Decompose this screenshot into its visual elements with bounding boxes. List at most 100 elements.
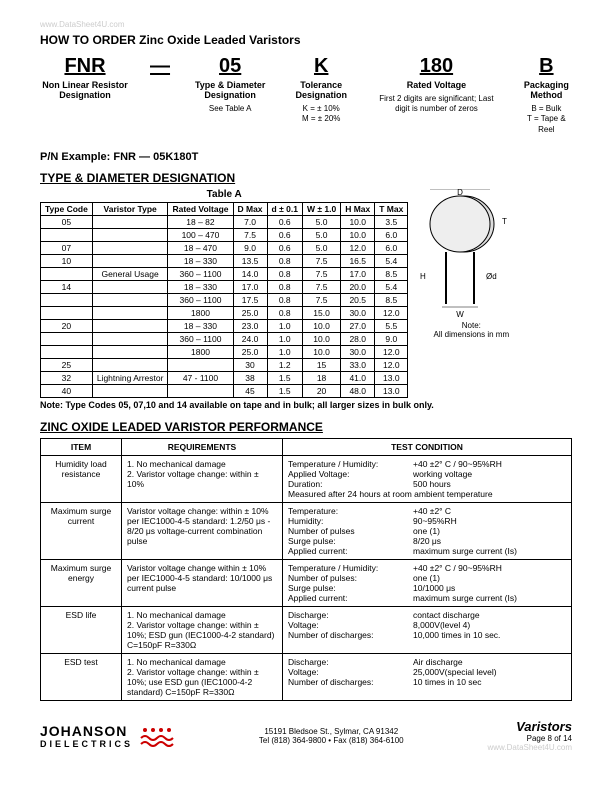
tc-line: Measured after 24 hours at room ambient … [288, 489, 566, 499]
tc-label: Temperature / Humidity: [288, 459, 413, 469]
tc-value: 25,000V(special level) [413, 667, 497, 677]
table-cell: 6.0 [375, 229, 408, 242]
type-codes-note: Note: Type Codes 05, 07,10 and 14 availa… [40, 400, 572, 410]
table-cell: 41.0 [341, 372, 375, 385]
table-cell: 7.5 [302, 255, 340, 268]
tc-value: 10,000 times in 10 sec. [413, 630, 500, 640]
table-a-header: Varistor Type [92, 203, 168, 216]
table-row: 360 – 110024.01.010.028.09.0 [41, 333, 408, 346]
tc-label: Surge pulse: [288, 583, 413, 593]
table-cell: 8.5 [375, 294, 408, 307]
table-cell: 7.5 [302, 281, 340, 294]
table-cell: 1.5 [267, 385, 302, 398]
table-cell: 0.8 [267, 268, 302, 281]
table-a-header: d ± 0.1 [267, 203, 302, 216]
table-cell [92, 346, 168, 359]
tc-value: +40 ±2° C / 90~95%RH [413, 459, 502, 469]
page-footer: JOHANSON DIELECTRICS 15191 Bledsoe St., … [40, 719, 572, 752]
tc-value: +40 ±2° C / 90~95%RH [413, 563, 502, 573]
svg-text:T: T [502, 217, 507, 226]
order-label: Rated Voltage [372, 80, 501, 90]
performance-table: ITEMREQUIREMENTSTEST CONDITIONHumidity l… [40, 438, 572, 701]
table-cell: 13.0 [375, 372, 408, 385]
table-row: Maximum surge currentVaristor voltage ch… [41, 503, 572, 560]
perf-item: Maximum surge energy [41, 560, 122, 607]
table-cell: 360 – 1100 [168, 333, 233, 346]
table-cell: 14 [41, 281, 93, 294]
order-column: — [150, 55, 170, 135]
table-cell: 5.0 [302, 229, 340, 242]
tc-value: working voltage [413, 469, 472, 479]
diagram-note-1: Note: [416, 321, 526, 330]
order-code: K [290, 55, 352, 78]
table-a-title: Table A [40, 189, 408, 200]
table-cell: 15.0 [302, 307, 340, 320]
tc-value: one (1) [413, 526, 440, 536]
perf-header: REQUIREMENTS [122, 439, 283, 456]
table-cell: 3.5 [375, 216, 408, 229]
tc-value: maximum surge current (Is) [413, 593, 517, 603]
perf-test-condition: Temperature / Humidity:+40 ±2° C / 90~95… [283, 560, 572, 607]
tc-label: Temperature: [288, 506, 413, 516]
table-cell [92, 242, 168, 255]
perf-header: TEST CONDITION [283, 439, 572, 456]
svg-text:H: H [420, 272, 426, 281]
table-cell [41, 346, 93, 359]
table-cell: 1.5 [267, 372, 302, 385]
footer-category: Varistors [488, 719, 572, 734]
perf-requirements: Varistor voltage change within ± 10% per… [122, 560, 283, 607]
table-cell: 27.0 [341, 320, 375, 333]
table-cell: 0.8 [267, 281, 302, 294]
table-row: General Usage360 – 110014.00.87.517.08.5 [41, 268, 408, 281]
table-cell: 17.0 [341, 268, 375, 281]
tc-value: maximum surge current (Is) [413, 546, 517, 556]
table-cell: 0.6 [267, 229, 302, 242]
perf-requirements: 1. No mechanical damage 2. Varistor volt… [122, 607, 283, 654]
table-cell [92, 359, 168, 372]
page-title: HOW TO ORDER Zinc Oxide Leaded Varistors [40, 33, 572, 47]
svg-text:Ød: Ød [486, 272, 497, 281]
tc-value: +40 ±2° C [413, 506, 451, 516]
order-desc: K = ± 10% M = ± 20% [290, 104, 352, 125]
perf-item: ESD test [41, 654, 122, 701]
table-cell: 7.5 [233, 229, 267, 242]
order-column: KTolerance DesignationK = ± 10% M = ± 20… [290, 55, 352, 135]
logo-main: JOHANSON [40, 723, 133, 739]
table-cell: 24.0 [233, 333, 267, 346]
table-row: 360 – 110017.50.87.520.58.5 [41, 294, 408, 307]
table-row: 25301.21533.012.0 [41, 359, 408, 372]
table-cell: 1800 [168, 346, 233, 359]
table-cell: 45 [233, 385, 267, 398]
table-a-header: T Max [375, 203, 408, 216]
order-code: — [150, 55, 170, 78]
table-row: 32Lightning Arrestor47 - 1100381.51841.0… [41, 372, 408, 385]
tc-line: Number of discharges:10,000 times in 10 … [288, 630, 566, 640]
table-cell: 10.0 [302, 346, 340, 359]
order-label: Non Linear Resistor Designation [40, 80, 130, 100]
svg-text:D: D [457, 189, 463, 197]
order-label: Packaging Method [521, 80, 572, 100]
dimension-diagram: D T H Ød W Note: All dimensions in mm [416, 189, 526, 339]
table-row: 180025.00.815.030.012.0 [41, 307, 408, 320]
table-cell: 23.0 [233, 320, 267, 333]
logo-sub: DIELECTRICS [40, 739, 133, 749]
watermark-top: www.DataSheet4U.com [40, 20, 572, 29]
tc-label: Humidity: [288, 516, 413, 526]
table-cell [168, 359, 233, 372]
tc-value: contact discharge [413, 610, 480, 620]
table-row: 1018 – 33013.50.87.516.55.4 [41, 255, 408, 268]
order-code: 180 [372, 55, 501, 78]
tc-line: Duration:500 hours [288, 479, 566, 489]
perf-item: Humidity load resistance [41, 456, 122, 503]
table-cell: 40 [41, 385, 93, 398]
footer-phone: Tel (818) 364-9800 • Fax (818) 364-6100 [259, 736, 404, 745]
table-cell: 10.0 [302, 320, 340, 333]
tc-line: Applied current:maximum surge current (I… [288, 593, 566, 603]
table-cell: 18 – 330 [168, 320, 233, 333]
diagram-note-2: All dimensions in mm [416, 330, 526, 339]
order-codes-row: FNRNon Linear Resistor Designation—05Typ… [40, 55, 572, 135]
table-a-header: D Max [233, 203, 267, 216]
table-cell: 47 - 1100 [168, 372, 233, 385]
tc-label: Number of pulses: [288, 573, 413, 583]
table-cell [92, 307, 168, 320]
